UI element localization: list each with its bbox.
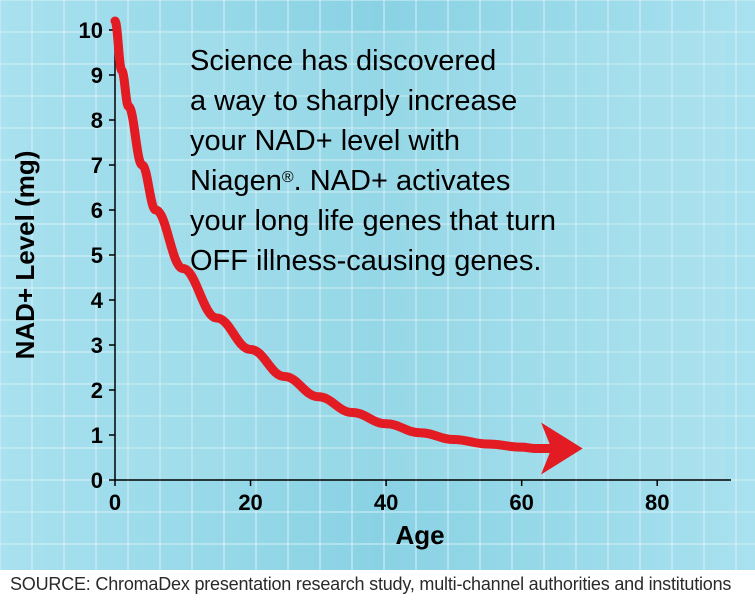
y-tick-label: 5	[91, 243, 103, 268]
y-tick-label: 2	[91, 378, 103, 403]
svg-text:Science has discovered: Science has discovered	[190, 45, 496, 77]
x-tick-label: 80	[645, 490, 669, 515]
y-tick-label: 0	[91, 468, 103, 493]
y-axis-title: NAD+ Level (mg)	[10, 151, 40, 360]
y-tick-label: 4	[91, 288, 104, 313]
y-tick-label: 3	[91, 333, 103, 358]
nad-level-chart: 0 1 2 3 4 5 6 7 8 9 10 0 20 40 60 80 Age NAD+ Level (mg) S…	[0, 0, 755, 601]
x-tick-label: 40	[374, 490, 398, 515]
svg-text:your NAD+ level with: your NAD+ level with	[190, 125, 460, 157]
plot-area: 0 1 2 3 4 5 6 7 8 9 10 0 20 40 60 80 Age NAD+ Level (mg) S…	[0, 0, 755, 570]
y-tick-label: 10	[79, 18, 103, 43]
y-tick-label: 7	[91, 153, 103, 178]
x-tick-label: 20	[238, 490, 262, 515]
y-tick-label: 9	[91, 63, 103, 88]
svg-text:a way to sharply increase: a way to sharply increase	[190, 85, 517, 117]
y-tick-label: 1	[91, 423, 103, 448]
chart-svg: 0 1 2 3 4 5 6 7 8 9 10 0 20 40 60 80 Age NAD+ Level (mg) S…	[0, 0, 755, 570]
source-caption: SOURCE: ChromaDex presentation research …	[0, 570, 755, 601]
svg-text:OFF illness-causing genes.: OFF illness-causing genes.	[190, 245, 541, 277]
svg-text:Niagen®. NAD+ activates: Niagen®. NAD+ activates	[190, 165, 510, 197]
y-tick-label: 6	[91, 198, 103, 223]
svg-text:your long life genes that turn: your long life genes that turn	[190, 205, 556, 237]
x-axis-title: Age	[395, 520, 444, 550]
y-tick-label: 8	[91, 108, 103, 133]
x-tick-label: 60	[509, 490, 533, 515]
x-tick-label: 0	[109, 490, 121, 515]
